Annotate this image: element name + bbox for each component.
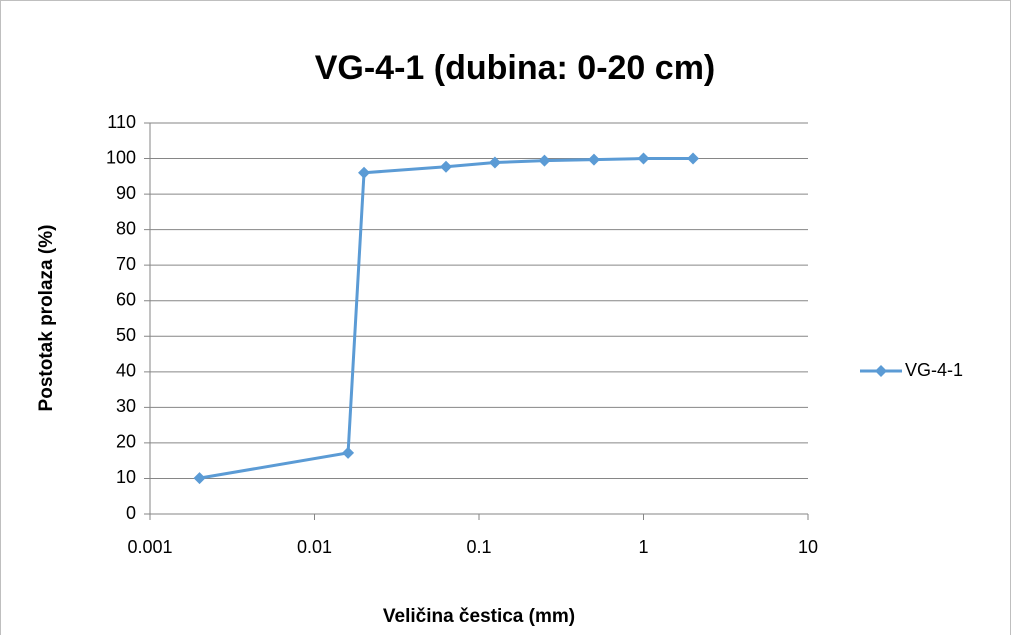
- point-marker: [342, 446, 355, 459]
- y-tick-label: 10: [116, 467, 136, 487]
- point-marker: [637, 152, 650, 165]
- x-tick-label: 10: [798, 537, 818, 557]
- x-tick-label: 1: [638, 537, 648, 557]
- point-marker: [439, 160, 452, 173]
- x-axis-title: Veličina čestica (mm): [383, 606, 575, 627]
- x-tick-label: 0.01: [297, 537, 332, 557]
- y-tick-label: 100: [106, 147, 136, 167]
- x-tick-label: 0.1: [466, 537, 491, 557]
- point-marker: [193, 472, 206, 485]
- y-tick-label: 20: [116, 432, 136, 452]
- y-tick-label: 80: [116, 218, 136, 238]
- x-tick-label: 0.001: [127, 537, 172, 557]
- legend-label: VG-4-1: [905, 360, 963, 380]
- point-marker: [358, 166, 371, 179]
- y-tick-label: 30: [116, 396, 136, 416]
- point-marker: [538, 154, 551, 167]
- chart-title: VG-4-1 (dubina: 0-20 cm): [315, 49, 716, 87]
- point-marker: [687, 152, 700, 165]
- point-marker: [488, 156, 501, 169]
- y-tick-label: 70: [116, 254, 136, 274]
- point-marker: [587, 153, 600, 166]
- y-axis-title: Postotak prolaza (%): [36, 225, 57, 412]
- y-tick-label: 90: [116, 183, 136, 203]
- legend-marker: [875, 365, 887, 377]
- y-tick-label: 0: [126, 503, 136, 523]
- y-tick-label: 60: [116, 289, 136, 309]
- y-tick-label: 40: [116, 361, 136, 381]
- y-tick-label: 50: [116, 325, 136, 345]
- y-tick-label: 110: [107, 112, 136, 132]
